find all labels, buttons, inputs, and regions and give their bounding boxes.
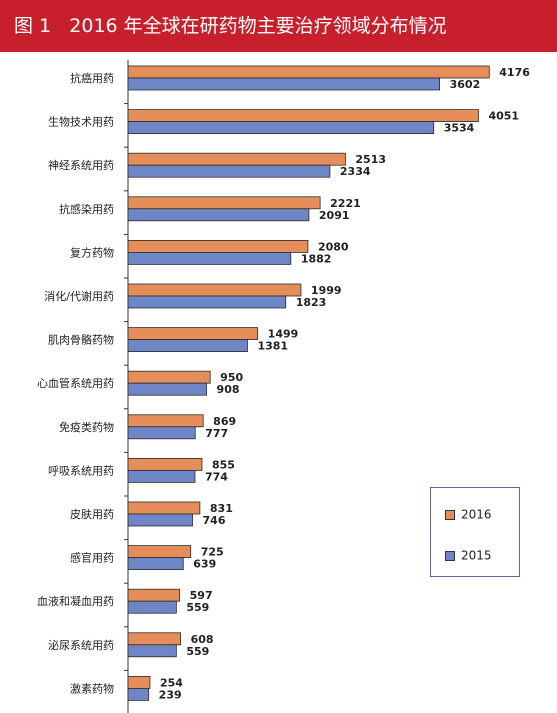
bar-2016 [127,65,490,79]
bar-2015 [127,557,184,570]
category-label: 皮肤用药 [70,507,114,521]
bar-2016 [127,545,192,558]
data-label-2016: 4176 [499,66,530,79]
bar-2016 [127,109,479,122]
category-label: 神经系统用药 [48,158,114,172]
category-label: 抗癌用药 [70,71,114,85]
data-label-2015: 559 [186,601,209,614]
bar-2015 [127,77,441,91]
legend-swatch-2016 [445,509,455,520]
data-label-2016: 1499 [268,328,299,341]
bar-2015 [127,208,310,222]
data-label-2016: 725 [201,546,224,559]
data-label-2015: 3602 [450,78,481,91]
data-label-2016: 2221 [330,197,361,210]
category-label: 心血管系统用药 [37,376,114,390]
bar-2015 [127,426,196,440]
category-label: 生物技术用药 [48,115,114,129]
data-label-2016: 254 [160,676,183,689]
bar-2015 [127,164,331,178]
data-label-2016: 950 [220,371,243,384]
bar-2015 [127,295,287,309]
data-label-2015: 2334 [340,165,371,178]
category-label: 呼吸系统用药 [48,464,114,477]
legend: 2016 2015 [430,487,520,577]
data-label-2015: 777 [205,427,228,440]
category-label: 血液和凝血用药 [37,594,114,608]
title-banner: 图 1 2016 年全球在研药物主要治疗领域分布情况 [0,0,557,52]
data-label-2016: 4051 [488,110,519,123]
bar-2016 [127,414,204,428]
legend-item-2016: 2016 [445,507,492,522]
data-label-2016: 2080 [318,240,349,253]
title-text: 2016 年全球在研药物主要治疗领域分布情况 [69,15,447,37]
bar-2016 [127,327,259,341]
bar-2015 [127,644,177,658]
legend-swatch-2015 [445,550,455,561]
data-label-2015: 1823 [296,296,327,309]
data-label-2015: 774 [205,470,228,483]
data-label-2016: 2513 [355,153,386,166]
category-label: 感官用药 [70,551,114,565]
data-label-2015: 239 [159,688,182,701]
data-label-2015: 746 [203,514,226,527]
category-label: 消化/代谢用药 [44,289,114,303]
bar-2015 [127,121,435,134]
bar-2016 [127,152,346,166]
data-label-2016: 608 [191,633,214,646]
data-label-2015: 559 [186,645,209,658]
category-label: 激素药物 [70,681,114,695]
bar-2015 [127,382,207,396]
data-label-2016: 855 [212,458,235,471]
category-label: 肌肉骨骼药物 [48,333,114,347]
bar-2015 [127,469,196,483]
category-label: 泌尿系统用药 [48,639,114,652]
bar-2016 [127,370,211,384]
data-label-2015: 1882 [301,252,332,265]
category-label: 抗感染用药 [59,202,114,216]
bar-2016 [127,676,151,689]
bar-2015 [127,600,177,614]
bar-2016 [127,239,309,253]
data-label-2015: 2091 [319,209,350,222]
bar-2016 [127,283,302,297]
category-label: 复方药物 [70,245,114,259]
data-label-2015: 908 [217,383,240,396]
bar-2016 [127,196,321,210]
legend-item-2015: 2015 [445,548,492,563]
data-label-2016: 831 [210,502,233,515]
figure-number: 图 1 [14,15,52,37]
data-label-2015: 3534 [444,122,475,135]
bar-2015 [127,251,292,265]
category-label: 免疫类药物 [59,420,114,434]
data-label-2016: 869 [213,415,236,428]
bar-2015 [127,513,193,527]
data-label-2015: 1381 [257,340,288,353]
data-label-2016: 597 [190,589,213,602]
bar-2015 [127,688,150,701]
data-label-2016: 1999 [311,284,342,297]
bar-2016 [127,457,203,471]
bar-2016 [127,588,181,602]
legend-label-2015: 2015 [461,548,492,563]
data-label-2015: 639 [193,558,216,571]
legend-label-2016: 2016 [461,507,492,522]
bar-2015 [127,339,248,353]
bar-2016 [127,632,181,646]
bar-2016 [127,501,201,515]
chart-title: 图 1 2016 年全球在研药物主要治疗领域分布情况 [14,0,447,52]
